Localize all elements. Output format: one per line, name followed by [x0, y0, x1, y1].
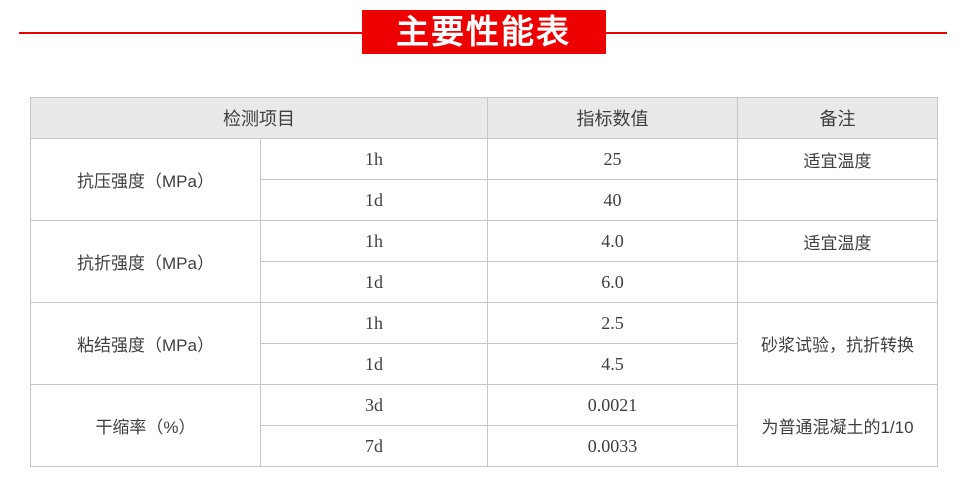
- table-row: 1d 4.5: [31, 343, 938, 385]
- note-cell: [737, 179, 938, 221]
- table-row: 7d 0.0033: [31, 425, 938, 467]
- age-cell: 1h: [260, 302, 488, 344]
- item-name-cell: 抗折强度（MPa）: [30, 220, 261, 303]
- note-cell: 为普通混凝土的1/10: [737, 384, 938, 467]
- table-row: 抗折强度（MPa） 1h 4.0 适宜温度: [30, 220, 938, 303]
- age-cell: 1h: [260, 220, 488, 262]
- header-test-item: 检测项目: [30, 97, 488, 139]
- table-row: 1d 40: [31, 179, 938, 221]
- item-name-cell: 粘结强度（MPa）: [30, 302, 261, 385]
- table-header-row: 检测项目 指标数值 备注: [30, 97, 938, 139]
- value-cell: 40: [487, 179, 738, 221]
- note-cell: [737, 261, 938, 303]
- header-index-value: 指标数值: [487, 97, 738, 139]
- table-row: 干缩率（%） 3d 0.0021 为普通混凝土的1/10: [30, 384, 938, 467]
- age-cell: 3d: [260, 384, 488, 426]
- value-cell: 25: [487, 138, 738, 180]
- note-cell: 适宜温度: [737, 220, 938, 262]
- value-cell: 4.0: [487, 220, 738, 262]
- age-cell: 1d: [260, 343, 488, 385]
- value-cell: 4.5: [487, 343, 738, 385]
- value-cell: 0.0033: [487, 425, 738, 467]
- age-cell: 1d: [260, 179, 488, 221]
- value-cell: 6.0: [487, 261, 738, 303]
- note-cell: 砂浆试验，抗折转换: [737, 302, 938, 385]
- header-remark: 备注: [737, 97, 938, 139]
- table-row: 抗压强度（MPa） 1h 25 适宜温度: [30, 138, 938, 221]
- item-name-cell: 抗压强度（MPa）: [30, 138, 261, 221]
- item-name-cell: 干缩率（%）: [30, 384, 261, 467]
- value-cell: 2.5: [487, 302, 738, 344]
- table-row: 粘结强度（MPa） 1h 2.5 砂浆试验，抗折转换: [30, 302, 938, 385]
- age-cell: 7d: [260, 425, 488, 467]
- page-title: 主要性能表: [361, 10, 606, 54]
- age-cell: 1h: [260, 138, 488, 180]
- note-cell: 适宜温度: [737, 138, 938, 180]
- performance-table: 检测项目 指标数值 备注 抗压强度（MPa） 1h 25 适宜温度 1d 40 …: [30, 97, 938, 467]
- age-cell: 1d: [260, 261, 488, 303]
- title-section: 主要性能表: [0, 0, 967, 64]
- value-cell: 0.0021: [487, 384, 738, 426]
